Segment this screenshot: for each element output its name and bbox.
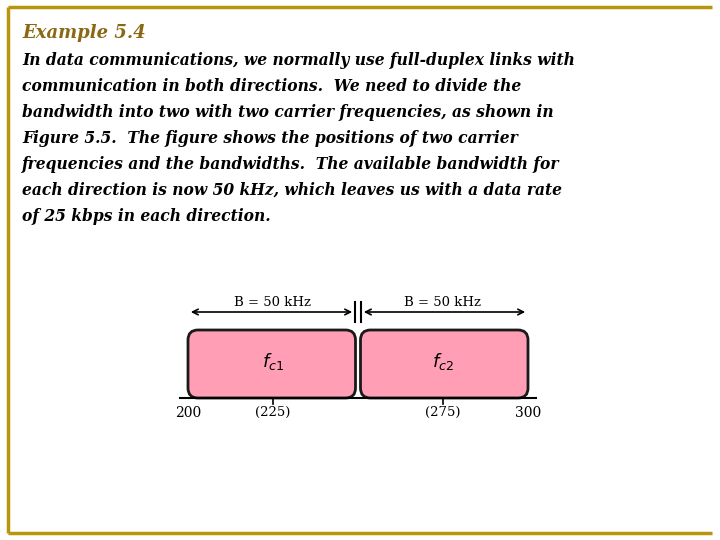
FancyBboxPatch shape: [361, 330, 528, 398]
Text: frequencies and the bandwidths.  The available bandwidth for: frequencies and the bandwidths. The avai…: [22, 156, 559, 173]
Text: B = 50 kHz: B = 50 kHz: [405, 296, 482, 309]
Text: (275): (275): [426, 406, 461, 419]
Text: of 25 kbps in each direction.: of 25 kbps in each direction.: [22, 208, 271, 225]
Text: $f_{c1}$: $f_{c1}$: [262, 352, 284, 373]
Text: Figure 5.5.  The figure shows the positions of two carrier: Figure 5.5. The figure shows the positio…: [22, 130, 518, 147]
Text: In data communications, we normally use full-duplex links with: In data communications, we normally use …: [22, 52, 575, 69]
Text: 200: 200: [175, 406, 201, 420]
Text: B = 50 kHz: B = 50 kHz: [235, 296, 312, 309]
Text: 300: 300: [515, 406, 541, 420]
Text: bandwidth into two with two carrier frequencies, as shown in: bandwidth into two with two carrier freq…: [22, 104, 554, 121]
Text: communication in both directions.  We need to divide the: communication in both directions. We nee…: [22, 78, 521, 95]
Text: $f_{c2}$: $f_{c2}$: [432, 352, 454, 373]
Text: each direction is now 50 kHz, which leaves us with a data rate: each direction is now 50 kHz, which leav…: [22, 182, 562, 199]
Text: (225): (225): [256, 406, 291, 419]
FancyBboxPatch shape: [188, 330, 356, 398]
Text: Example 5.4: Example 5.4: [22, 24, 145, 42]
